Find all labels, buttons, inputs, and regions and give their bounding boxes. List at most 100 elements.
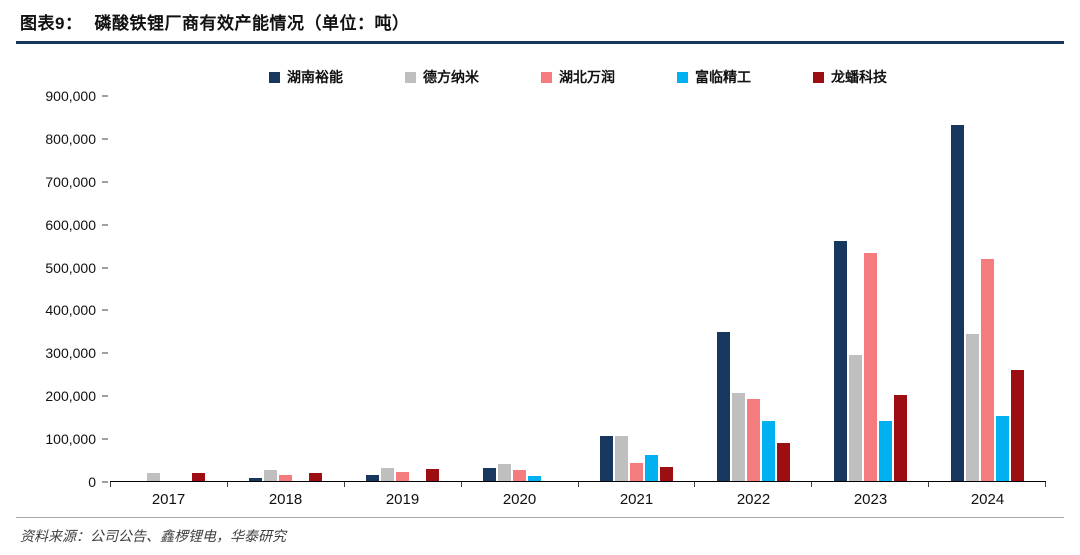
bar-longpan-keji-2022 [777,442,790,481]
x-axis-label-2021: 2021 [619,491,654,508]
bar-longpan-keji-2018 [309,473,322,481]
bar-group-2023 [812,96,929,481]
x-tick-cell [110,482,227,487]
legend-item-fulin-jinggong: 富临精工 [677,67,751,87]
bar-longpan-keji-2017 [192,473,205,481]
y-tick-label: 500,000 [45,259,96,276]
x-tick-cell [343,482,461,487]
y-tick-mark [102,438,108,440]
bar-group-2018 [227,96,344,481]
y-tick-label: 700,000 [45,173,96,190]
y-tick-mark [102,224,108,226]
bar-hunan-yuneng-2020 [483,468,496,481]
y-axis: 0 100,000 200,000 300,000 400,000 500,000 600,… [18,89,110,489]
bar-hunan-yuneng-2024 [951,125,964,481]
legend-label-hunan-yuneng: 湖南裕能 [287,69,343,85]
bar-hubei-wanrun-2023 [864,253,877,481]
plot-area [110,96,1046,482]
bar-defang-nami-2019 [381,468,394,481]
y-tick-mark [102,352,108,354]
x-tick-cell [694,482,811,487]
bar-longpan-keji-2021 [660,467,673,481]
y-tick-label: 600,000 [45,216,96,233]
y-tick-mark [102,181,108,183]
chart-title: 磷酸铁锂厂商有效产能情况（单位：吨） [94,14,410,33]
bar-longpan-keji-2019 [426,469,439,481]
bar-hubei-wanrun-2020 [513,469,526,481]
x-tick-row [110,482,1046,487]
bar-fulin-jinggong-2022 [762,421,775,481]
legend-label-longpan-keji: 龙蟠科技 [831,69,887,85]
legend-swatch-fulin-jinggong [677,71,688,83]
x-axis-label-2018: 2018 [268,491,303,508]
y-tick-label: 900,000 [45,88,96,104]
legend-swatch-defang-nami [405,71,416,83]
legend-label-fulin-jinggong: 富临精工 [695,69,751,85]
bar-hubei-wanrun-2019 [396,472,409,481]
bar-hunan-yuneng-2021 [600,436,613,481]
bar-longpan-keji-2023 [894,395,907,481]
y-tick-mark [102,138,108,140]
y-tick-label: 0 [88,474,96,490]
bar-hubei-wanrun-2024 [981,258,994,481]
x-tick-cell [577,482,695,487]
bar-hubei-wanrun-2021 [630,462,643,481]
y-tick-label: 300,000 [45,345,96,362]
legend-item-hubei-wanrun: 湖北万润 [541,67,615,87]
y-tick-mark [102,309,108,311]
bar-hunan-yuneng-2018 [249,478,262,481]
legend-item-longpan-keji: 龙蟠科技 [813,67,887,87]
figure-label: 图表9： [20,14,83,33]
y-tick-mark [102,481,108,483]
bar-hunan-yuneng-2022 [717,332,730,481]
bar-hubei-wanrun-2018 [279,475,292,481]
bar-fulin-jinggong-2023 [879,421,892,481]
bar-group-2022 [695,96,812,481]
bar-group-2020 [461,96,578,481]
legend-item-hunan-yuneng: 湖南裕能 [269,67,343,87]
bar-defang-nami-2020 [498,463,511,481]
chart-header: 图表9： 磷酸铁锂厂商有效产能情况（单位：吨） [16,7,1064,44]
bar-group-2019 [344,96,461,481]
y-tick-label: 800,000 [45,130,96,147]
x-axis-label-2017: 2017 [151,491,186,508]
x-tick-cell [460,482,578,487]
bar-group-2017 [110,96,227,481]
x-tick-cell [226,482,344,487]
source-note: 资料来源：公司公告、鑫椤锂电，华泰研究 [16,517,1064,546]
plot-row: 0 100,000 200,000 300,000 400,000 500,000 600,… [18,89,1046,489]
bar-defang-nami-2024 [966,334,979,481]
y-tick-label: 200,000 [45,388,96,405]
bar-fulin-jinggong-2020 [528,475,541,481]
y-tick-label: 100,000 [45,431,96,448]
legend-item-defang-nami: 德方纳米 [405,67,479,87]
x-axis: 2017 2018 2019 2020 2021 2022 2023 2024 [110,491,1046,508]
y-tick-mark [102,95,108,97]
x-tick-cell [811,482,928,487]
y-tick-mark [102,395,108,397]
bar-fulin-jinggong-2021 [645,455,658,481]
bar-longpan-keji-2024 [1011,369,1024,481]
y-tick-mark [102,267,108,269]
x-axis-label-2023: 2023 [853,491,888,508]
legend-label-defang-nami: 德方纳米 [423,69,479,85]
bar-defang-nami-2018 [264,470,277,481]
bar-hunan-yuneng-2023 [834,240,847,481]
chart-area: 湖南裕能 德方纳米 湖北万润 富临精工 龙蟠科技 0 100,000 200,000 300,… [18,68,1046,508]
bar-defang-nami-2023 [849,354,862,481]
x-axis-label-2024: 2024 [970,491,1005,508]
x-axis-label-2022: 2022 [736,491,771,508]
bar-fulin-jinggong-2024 [996,415,1009,481]
bar-hubei-wanrun-2022 [747,398,760,481]
legend: 湖南裕能 德方纳米 湖北万润 富临精工 龙蟠科技 [18,68,1046,86]
bar-defang-nami-2022 [732,393,745,481]
bar-group-2024 [929,96,1046,481]
bar-defang-nami-2017 [147,473,160,481]
legend-label-hubei-wanrun: 湖北万润 [559,69,615,85]
bar-hunan-yuneng-2019 [366,474,379,481]
bar-defang-nami-2021 [615,436,628,481]
x-axis-label-2019: 2019 [385,491,420,508]
x-axis-label-2020: 2020 [502,491,537,508]
y-tick-label: 400,000 [45,302,96,319]
